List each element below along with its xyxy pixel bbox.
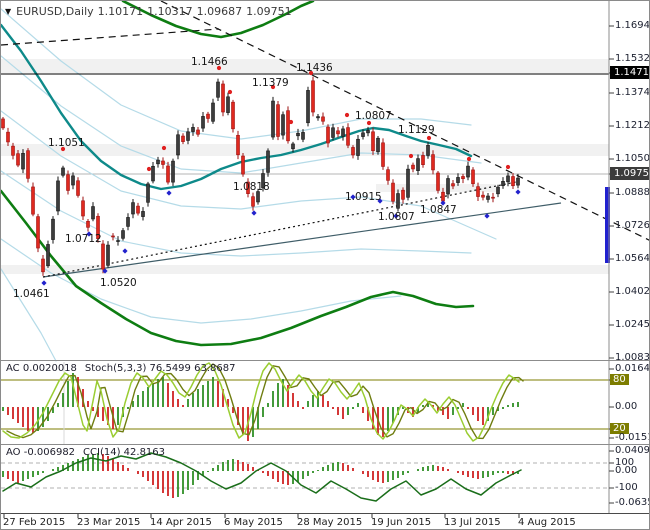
indicator-panel2-header: AO -0.006982 CCI(14) 42.8163 (6, 447, 173, 458)
chart-title: ▼ EURUSD,Daily 1.10171 1.10317 1.09687 1.0975… (5, 5, 296, 18)
ohlc-close: 1.09751 (246, 5, 292, 18)
ac-indicator-label: AC 0.0020018 (6, 363, 77, 374)
ohlc-low: 1.09687 (196, 5, 243, 18)
cci-indicator-label: CCI(14) 42.8163 (83, 447, 166, 458)
ohlc-open: 1.10171 (97, 5, 144, 18)
ao-indicator-label: AO -0.006982 (6, 447, 76, 458)
ohlc-high: 1.10317 (147, 5, 193, 18)
stoch-indicator-label: Stoch(5,3,3) 76.5499 63.8687 (84, 363, 236, 374)
indicator-panel1-header: AC 0.0020018 Stoch(5,3,3) 76.5499 63.8687 (6, 363, 243, 374)
symbol-marker-icon: ▼ (5, 7, 12, 16)
symbol-timeframe-label: EURUSD,Daily (16, 5, 94, 18)
